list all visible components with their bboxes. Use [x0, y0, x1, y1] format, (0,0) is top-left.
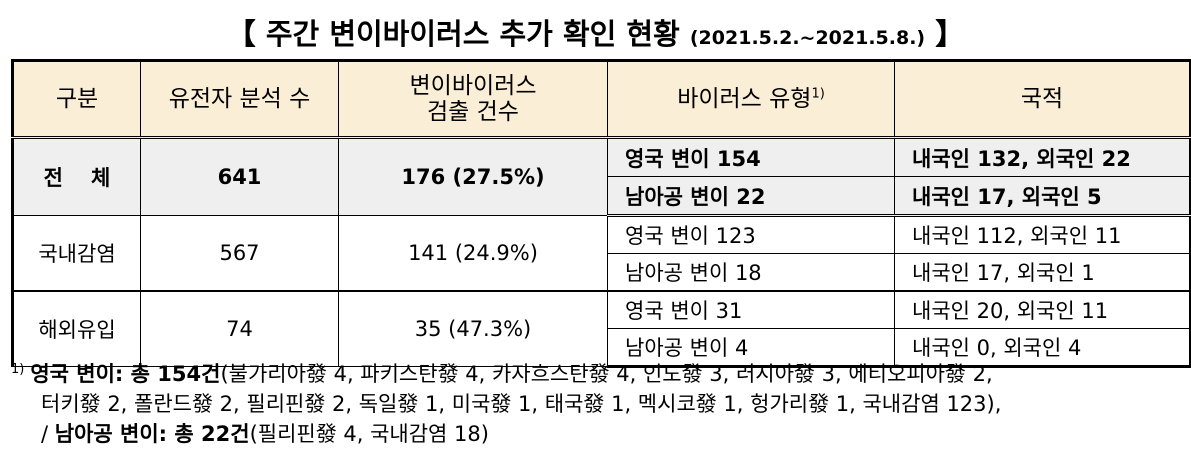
header-category: 구분 — [11, 59, 141, 138]
title-period: (2021.5.2.~2021.5.8.) — [689, 27, 926, 49]
total-nat-sa: 내국인 17, 외국인 5 — [894, 176, 1191, 217]
total-type-uk: 영국 변이 154 — [607, 137, 895, 177]
imported-nat-uk: 내국인 20, 외국인 11 — [894, 290, 1191, 329]
footnote-uk-detail-1: (불가리아發 4, 파키스탄發 4, 카자흐스탄發 4, 인도發 3, 러시아發… — [220, 362, 993, 386]
domestic-type-sa: 남아공 변이 18 — [607, 253, 895, 292]
header-analyzed: 유전자 분석 수 — [140, 59, 339, 138]
footnote-sa-label: 남아공 변이: 총 22건 — [54, 422, 250, 446]
domestic-nat-sa: 내국인 17, 외국인 1 — [894, 253, 1191, 292]
domestic-label: 국내감염 — [11, 215, 141, 292]
imported-label: 해외유입 — [11, 290, 141, 367]
header-virus-type: 바이러스 유형1) — [607, 59, 895, 138]
total-nat-uk: 내국인 132, 외국인 22 — [894, 137, 1191, 177]
domestic-type-uk: 영국 변이 123 — [607, 215, 895, 254]
domestic-detected: 141 (24.9%) — [338, 215, 608, 292]
title-bracket-open: 【 — [226, 17, 256, 51]
imported-type-uk: 영국 변이 31 — [607, 290, 895, 329]
footnote-uk-label: 영국 변이: 총 154건 — [30, 362, 221, 386]
header-row: 구분 유전자 분석 수 변이바이러스 검출 건수 바이러스 유형1) 국적 — [11, 59, 1191, 138]
table-row-imported-2: 남아공 변이 4 내국인 0, 외국인 4 — [13, 328, 1191, 368]
footnote-uk-detail-2: 터키發 2, 폴란드發 2, 필리핀發 2, 독일發 1, 미국發 1, 태국發… — [41, 392, 1002, 416]
total-type-sa: 남아공 변이 22 — [607, 176, 895, 217]
footnote-marker: 1) — [11, 362, 25, 377]
header-detected-line2: 검출 건수 — [427, 99, 519, 125]
domestic-nat-uk: 내국인 112, 외국인 11 — [894, 215, 1191, 254]
footnote-sa-detail: (필리핀發 4, 국내감염 18) — [249, 422, 489, 446]
imported-detected: 35 (47.3%) — [338, 290, 608, 367]
total-analyzed: 641 — [140, 137, 339, 216]
total-label-b: 체 — [91, 166, 111, 190]
header-virus-type-label: 바이러스 유형 — [677, 86, 812, 112]
footnote-line-1: 1) 영국 변이: 총 154건(불가리아發 4, 파키스탄發 4, 카자흐스탄發… — [11, 359, 1186, 389]
domestic-analyzed: 567 — [140, 215, 339, 292]
footnote-line-2: 터키發 2, 폴란드發 2, 필리핀發 2, 독일發 1, 미국發 1, 태국發… — [11, 389, 1186, 419]
total-detected: 176 (27.5%) — [338, 137, 608, 216]
footnote-sa-prefix: / — [41, 422, 55, 446]
title-bracket-close: 】 — [935, 17, 965, 51]
imported-type-sa: 남아공 변이 4 — [607, 328, 895, 368]
table-row-imported-1: 해외유입 74 35 (47.3%) 영국 변이 31 내국인 20, 외국인 … — [11, 290, 1191, 367]
footnote: 1) 영국 변이: 총 154건(불가리아發 4, 파키스탄發 4, 카자흐스탄發… — [11, 359, 1186, 449]
header-virus-type-sup: 1) — [811, 86, 825, 102]
imported-analyzed: 74 — [140, 290, 339, 367]
table-row-total-2: 남아공 변이 22 내국인 17, 외국인 5 — [13, 176, 1191, 217]
page-title: 【 주간 변이바이러스 추가 확인 현황 (2021.5.2.~2021.5.8… — [0, 14, 1191, 58]
header-detected: 변이바이러스 검출 건수 — [338, 59, 608, 138]
table-row-domestic-1: 국내감염 567 141 (24.9%) 영국 변이 123 내국인 112, … — [11, 215, 1191, 292]
header-detected-line1: 변이바이러스 — [409, 73, 537, 99]
total-label-a: 전 — [43, 166, 63, 190]
imported-nat-sa: 내국인 0, 외국인 4 — [894, 328, 1191, 368]
footnote-line-3: / 남아공 변이: 총 22건(필리핀發 4, 국내감염 18) — [11, 419, 1186, 449]
title-text: 주간 변이바이러스 추가 확인 현황 — [265, 17, 680, 51]
header-nationality: 국적 — [894, 59, 1191, 138]
